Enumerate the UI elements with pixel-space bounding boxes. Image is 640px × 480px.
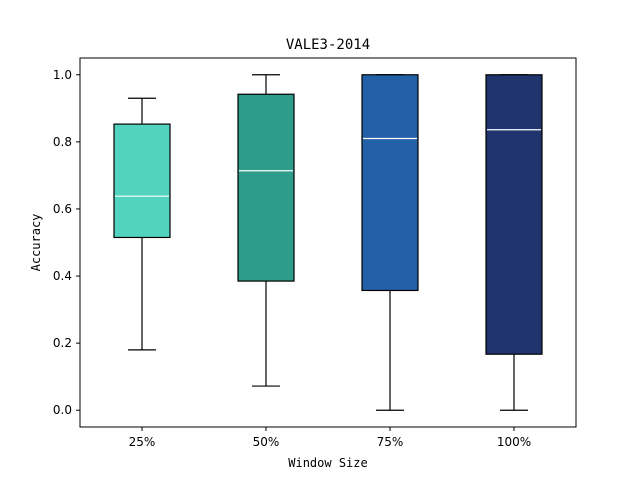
y-axis-label: Accuracy (29, 214, 43, 272)
y-tick-label: 0.4 (53, 269, 72, 283)
box-iqr (113, 123, 171, 239)
box-series-2 (237, 74, 295, 387)
x-tick-label: 25% (129, 435, 156, 449)
x-tick-label: 50% (253, 435, 280, 449)
y-tick-label: 0.6 (53, 202, 72, 216)
box-iqr (237, 93, 295, 282)
x-axis-label: Window Size (288, 456, 367, 470)
x-axis: 25% 50% 75% 100% (129, 427, 531, 449)
x-tick-label: 100% (497, 435, 531, 449)
plot-frame (79, 57, 577, 428)
box-series-4 (485, 74, 543, 411)
x-tick-label: 75% (377, 435, 404, 449)
y-tick-label: 1.0 (53, 68, 72, 82)
chart-title: VALE3-2014 (286, 37, 370, 53)
y-axis: 0.0 0.2 0.4 0.6 0.8 1.0 (53, 68, 80, 417)
y-tick-label: 0.2 (53, 336, 72, 350)
y-tick-label: 0.8 (53, 135, 72, 149)
box-iqr (361, 74, 419, 292)
box-iqr (485, 74, 543, 355)
plot-area (113, 74, 543, 411)
y-tick-label: 0.0 (53, 403, 72, 417)
box-series-1 (113, 97, 171, 351)
box-series-3 (361, 74, 419, 411)
